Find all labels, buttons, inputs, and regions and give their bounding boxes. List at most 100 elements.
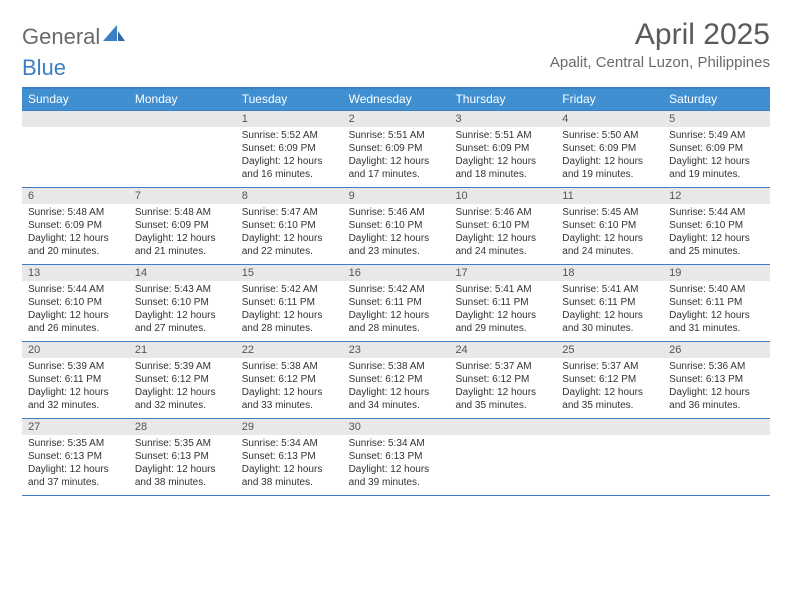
day-details: Sunrise: 5:39 AMSunset: 6:11 PMDaylight:…	[22, 358, 129, 412]
day-details: Sunrise: 5:42 AMSunset: 6:11 PMDaylight:…	[236, 281, 343, 335]
sunset-line: Sunset: 6:09 PM	[455, 142, 550, 155]
calendar-day: 18Sunrise: 5:41 AMSunset: 6:11 PMDayligh…	[556, 265, 663, 341]
daylight-line: Daylight: 12 hours and 32 minutes.	[135, 386, 230, 412]
sunrise-line: Sunrise: 5:51 AM	[455, 129, 550, 142]
sunrise-line: Sunrise: 5:35 AM	[28, 437, 123, 450]
day-details: Sunrise: 5:51 AMSunset: 6:09 PMDaylight:…	[343, 127, 450, 181]
sunrise-line: Sunrise: 5:45 AM	[562, 206, 657, 219]
daylight-line: Daylight: 12 hours and 26 minutes.	[28, 309, 123, 335]
day-details: Sunrise: 5:45 AMSunset: 6:10 PMDaylight:…	[556, 204, 663, 258]
sunset-line: Sunset: 6:11 PM	[28, 373, 123, 386]
weekday-header: Tuesday	[236, 89, 343, 110]
sunrise-line: Sunrise: 5:38 AM	[242, 360, 337, 373]
day-details: Sunrise: 5:37 AMSunset: 6:12 PMDaylight:…	[449, 358, 556, 412]
daylight-line: Daylight: 12 hours and 33 minutes.	[242, 386, 337, 412]
day-number: 24	[449, 342, 556, 358]
day-number	[22, 111, 129, 127]
weekday-header: Monday	[129, 89, 236, 110]
day-number: 1	[236, 111, 343, 127]
sunrise-line: Sunrise: 5:34 AM	[349, 437, 444, 450]
calendar-day: 29Sunrise: 5:34 AMSunset: 6:13 PMDayligh…	[236, 419, 343, 495]
daylight-line: Daylight: 12 hours and 23 minutes.	[349, 232, 444, 258]
calendar-day: 9Sunrise: 5:46 AMSunset: 6:10 PMDaylight…	[343, 188, 450, 264]
day-details: Sunrise: 5:37 AMSunset: 6:12 PMDaylight:…	[556, 358, 663, 412]
day-details: Sunrise: 5:44 AMSunset: 6:10 PMDaylight:…	[22, 281, 129, 335]
calendar-week: 1Sunrise: 5:52 AMSunset: 6:09 PMDaylight…	[22, 110, 770, 187]
sunset-line: Sunset: 6:10 PM	[562, 219, 657, 232]
calendar-day: 2Sunrise: 5:51 AMSunset: 6:09 PMDaylight…	[343, 111, 450, 187]
calendar-day: 14Sunrise: 5:43 AMSunset: 6:10 PMDayligh…	[129, 265, 236, 341]
calendar-day: 16Sunrise: 5:42 AMSunset: 6:11 PMDayligh…	[343, 265, 450, 341]
sunrise-line: Sunrise: 5:44 AM	[669, 206, 764, 219]
day-number: 22	[236, 342, 343, 358]
sunrise-line: Sunrise: 5:51 AM	[349, 129, 444, 142]
day-details: Sunrise: 5:35 AMSunset: 6:13 PMDaylight:…	[22, 435, 129, 489]
calendar-day	[663, 419, 770, 495]
calendar-day: 12Sunrise: 5:44 AMSunset: 6:10 PMDayligh…	[663, 188, 770, 264]
sunset-line: Sunset: 6:12 PM	[242, 373, 337, 386]
day-details: Sunrise: 5:47 AMSunset: 6:10 PMDaylight:…	[236, 204, 343, 258]
sunset-line: Sunset: 6:10 PM	[28, 296, 123, 309]
day-number: 14	[129, 265, 236, 281]
daylight-line: Daylight: 12 hours and 17 minutes.	[349, 155, 444, 181]
day-details: Sunrise: 5:39 AMSunset: 6:12 PMDaylight:…	[129, 358, 236, 412]
day-number: 10	[449, 188, 556, 204]
day-number: 28	[129, 419, 236, 435]
day-number: 8	[236, 188, 343, 204]
daylight-line: Daylight: 12 hours and 25 minutes.	[669, 232, 764, 258]
day-details: Sunrise: 5:50 AMSunset: 6:09 PMDaylight:…	[556, 127, 663, 181]
day-details: Sunrise: 5:36 AMSunset: 6:13 PMDaylight:…	[663, 358, 770, 412]
sunrise-line: Sunrise: 5:39 AM	[28, 360, 123, 373]
calendar-day: 8Sunrise: 5:47 AMSunset: 6:10 PMDaylight…	[236, 188, 343, 264]
day-details: Sunrise: 5:52 AMSunset: 6:09 PMDaylight:…	[236, 127, 343, 181]
sunset-line: Sunset: 6:10 PM	[242, 219, 337, 232]
sunrise-line: Sunrise: 5:35 AM	[135, 437, 230, 450]
weekday-header-row: Sunday Monday Tuesday Wednesday Thursday…	[22, 89, 770, 110]
day-details: Sunrise: 5:49 AMSunset: 6:09 PMDaylight:…	[663, 127, 770, 181]
sunset-line: Sunset: 6:12 PM	[455, 373, 550, 386]
weekday-header: Sunday	[22, 89, 129, 110]
day-details: Sunrise: 5:41 AMSunset: 6:11 PMDaylight:…	[556, 281, 663, 335]
daylight-line: Daylight: 12 hours and 27 minutes.	[135, 309, 230, 335]
calendar-day: 23Sunrise: 5:38 AMSunset: 6:12 PMDayligh…	[343, 342, 450, 418]
day-number: 20	[22, 342, 129, 358]
calendar-day: 22 Sunrise: 5:38 AMSunset: 6:12 PMDayligh…	[236, 342, 343, 418]
daylight-line: Daylight: 12 hours and 20 minutes.	[28, 232, 123, 258]
day-number: 16	[343, 265, 450, 281]
sunrise-line: Sunrise: 5:48 AM	[135, 206, 230, 219]
calendar-day: 21Sunrise: 5:39 AMSunset: 6:12 PMDayligh…	[129, 342, 236, 418]
day-number	[449, 419, 556, 435]
sunset-line: Sunset: 6:09 PM	[349, 142, 444, 155]
day-number	[663, 419, 770, 435]
day-details: Sunrise: 5:46 AMSunset: 6:10 PMDaylight:…	[343, 204, 450, 258]
calendar-day: 3Sunrise: 5:51 AMSunset: 6:09 PMDaylight…	[449, 111, 556, 187]
day-details: Sunrise: 5:43 AMSunset: 6:10 PMDaylight:…	[129, 281, 236, 335]
calendar-day: 5Sunrise: 5:49 AMSunset: 6:09 PMDaylight…	[663, 111, 770, 187]
calendar-day: 7Sunrise: 5:48 AMSunset: 6:09 PMDaylight…	[129, 188, 236, 264]
sunrise-line: Sunrise: 5:48 AM	[28, 206, 123, 219]
sunrise-line: Sunrise: 5:42 AM	[242, 283, 337, 296]
sunset-line: Sunset: 6:11 PM	[669, 296, 764, 309]
day-number: 26	[663, 342, 770, 358]
location-subtitle: Apalit, Central Luzon, Philippines	[550, 54, 770, 71]
daylight-line: Daylight: 12 hours and 36 minutes.	[669, 386, 764, 412]
daylight-line: Daylight: 12 hours and 32 minutes.	[28, 386, 123, 412]
day-number: 21	[129, 342, 236, 358]
calendar-day: 1Sunrise: 5:52 AMSunset: 6:09 PMDaylight…	[236, 111, 343, 187]
daylight-line: Daylight: 12 hours and 19 minutes.	[562, 155, 657, 181]
sunset-line: Sunset: 6:09 PM	[242, 142, 337, 155]
sunset-line: Sunset: 6:10 PM	[669, 219, 764, 232]
calendar-day: 25Sunrise: 5:37 AMSunset: 6:12 PMDayligh…	[556, 342, 663, 418]
daylight-line: Daylight: 12 hours and 35 minutes.	[562, 386, 657, 412]
day-number: 27	[22, 419, 129, 435]
calendar-day: 13Sunrise: 5:44 AMSunset: 6:10 PMDayligh…	[22, 265, 129, 341]
sunset-line: Sunset: 6:09 PM	[135, 219, 230, 232]
calendar-day: 26Sunrise: 5:36 AMSunset: 6:13 PMDayligh…	[663, 342, 770, 418]
day-details: Sunrise: 5:48 AMSunset: 6:09 PMDaylight:…	[129, 204, 236, 258]
sunset-line: Sunset: 6:13 PM	[669, 373, 764, 386]
day-details: Sunrise: 5:46 AMSunset: 6:10 PMDaylight:…	[449, 204, 556, 258]
day-number: 15	[236, 265, 343, 281]
calendar-day: 19Sunrise: 5:40 AMSunset: 6:11 PMDayligh…	[663, 265, 770, 341]
day-details: Sunrise: 5:34 AMSunset: 6:13 PMDaylight:…	[343, 435, 450, 489]
sunrise-line: Sunrise: 5:42 AM	[349, 283, 444, 296]
